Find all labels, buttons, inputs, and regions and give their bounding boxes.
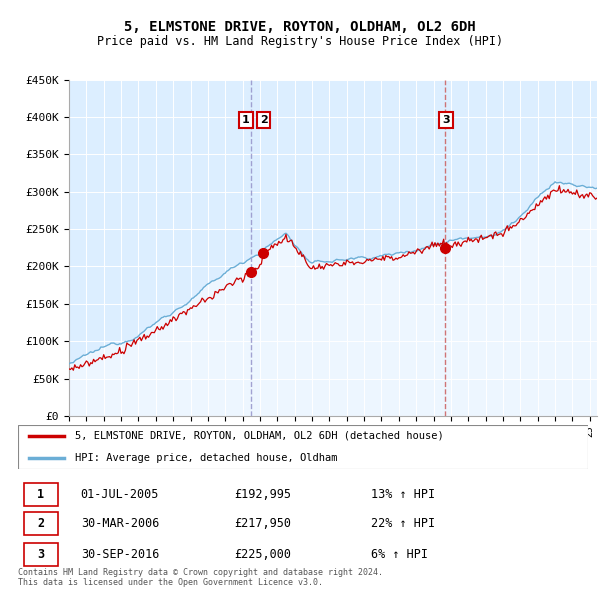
Text: 22% ↑ HPI: 22% ↑ HPI [371, 517, 436, 530]
Text: 6% ↑ HPI: 6% ↑ HPI [371, 548, 428, 561]
Text: 3: 3 [37, 548, 44, 561]
Text: £225,000: £225,000 [235, 548, 292, 561]
Text: 30-MAR-2006: 30-MAR-2006 [80, 517, 159, 530]
FancyBboxPatch shape [18, 425, 588, 469]
Text: 1: 1 [242, 115, 250, 125]
Text: Contains HM Land Registry data © Crown copyright and database right 2024.
This d: Contains HM Land Registry data © Crown c… [18, 568, 383, 587]
FancyBboxPatch shape [24, 543, 58, 566]
Text: £217,950: £217,950 [235, 517, 292, 530]
Text: Price paid vs. HM Land Registry's House Price Index (HPI): Price paid vs. HM Land Registry's House … [97, 35, 503, 48]
Text: 5, ELMSTONE DRIVE, ROYTON, OLDHAM, OL2 6DH (detached house): 5, ELMSTONE DRIVE, ROYTON, OLDHAM, OL2 6… [75, 431, 444, 441]
Text: 01-JUL-2005: 01-JUL-2005 [80, 488, 159, 501]
Text: 2: 2 [260, 115, 268, 125]
Text: 13% ↑ HPI: 13% ↑ HPI [371, 488, 436, 501]
Text: 5, ELMSTONE DRIVE, ROYTON, OLDHAM, OL2 6DH: 5, ELMSTONE DRIVE, ROYTON, OLDHAM, OL2 6… [124, 19, 476, 34]
FancyBboxPatch shape [24, 512, 58, 535]
Text: 30-SEP-2016: 30-SEP-2016 [80, 548, 159, 561]
Text: 1: 1 [37, 488, 44, 501]
Text: 3: 3 [442, 115, 450, 125]
Text: 2: 2 [37, 517, 44, 530]
Text: £192,995: £192,995 [235, 488, 292, 501]
FancyBboxPatch shape [24, 483, 58, 506]
Text: HPI: Average price, detached house, Oldham: HPI: Average price, detached house, Oldh… [75, 453, 337, 463]
